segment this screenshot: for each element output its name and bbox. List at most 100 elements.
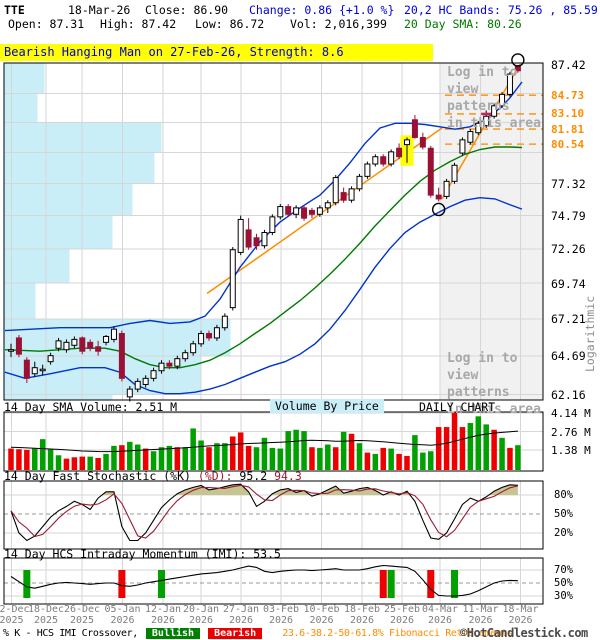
price-axis-label: 67.21: [551, 312, 586, 327]
candle-body: [221, 315, 228, 329]
year-line: 2025: [33, 615, 59, 626]
quote-close: Close: 86.90: [145, 3, 229, 17]
candle-body: [419, 136, 426, 148]
quote-volume: Vol: 2,016,399: [290, 17, 387, 31]
volume-bar: [253, 447, 260, 470]
volume-bar: [309, 447, 315, 470]
candle-body: [55, 340, 62, 349]
candle-body: [198, 333, 205, 345]
ticker-symbol: TTE: [4, 3, 25, 17]
sma20-value: 20 Day SMA: 80.26: [404, 17, 522, 31]
volume-bar: [245, 445, 252, 470]
price-axis-label: 62.16: [551, 387, 586, 402]
crossover-legend-label: % K - HCS IMI Crossover,: [3, 628, 138, 639]
candle-body: [443, 180, 450, 197]
stoch-d-line: [10, 484, 519, 539]
candle-body: [206, 333, 212, 339]
price-axis-label: 77.32: [551, 177, 586, 192]
volume-bar: [206, 447, 212, 470]
volume-by-price-bar: [4, 248, 70, 284]
volume-bar: [507, 447, 513, 470]
volume-bar: [63, 458, 70, 470]
candle-body: [285, 206, 292, 215]
volume-bar: [435, 427, 442, 470]
year-line: 2026: [349, 615, 375, 626]
date-axis-label: 10-Feb 2026: [300, 604, 344, 626]
volume-bar: [364, 452, 371, 470]
candle-body: [174, 358, 181, 367]
imi-axis-label: 30%: [554, 590, 573, 602]
year-line: 2026: [389, 615, 415, 626]
volume-bar: [24, 449, 30, 470]
login-prompt-bottom[interactable]: Log in to view patterns in this area: [447, 350, 547, 418]
volume-bar: [269, 447, 276, 470]
volume-bar: [55, 455, 62, 470]
year-line: 2026: [268, 615, 294, 626]
panel-frame: [3, 557, 544, 605]
candle-body: [411, 119, 418, 138]
volume-bar: [293, 429, 299, 470]
date-axis-label: 26-Dec 2025: [60, 604, 104, 626]
candle-body: [182, 352, 189, 360]
volume-by-price-label: Volume By Price: [270, 399, 384, 413]
candle-body: [31, 367, 38, 375]
candle-body: [324, 202, 331, 209]
stoch-title-k: 14 Day Fast Stochastic (%K): [4, 469, 198, 483]
volume-bar: [103, 453, 109, 470]
year-line: 2026: [427, 615, 453, 626]
date-line: 27-Jan: [222, 604, 260, 615]
date-axis-label: 18-Dec 2025: [24, 604, 68, 626]
date-axis-label: 18-Mar 2026: [499, 604, 543, 626]
candle-body: [348, 188, 355, 201]
volume-bar: [198, 440, 204, 470]
candle-body: [110, 328, 117, 340]
restricted-area: [440, 63, 543, 400]
price-axis-label: 81.81: [551, 122, 585, 136]
volume-bar: [79, 456, 86, 470]
price-axis-label: 69.74: [551, 276, 586, 291]
candle-body: [245, 229, 252, 248]
stoch-axis-label: 80%: [554, 488, 573, 501]
quote-change: Change: 0.86 {+1.0 %}: [249, 3, 395, 17]
imi-signal-bar: [379, 570, 387, 598]
imi-panel-title: 14 Day HCS Intraday Momentum (IMI): 53.5: [4, 547, 281, 561]
volume-bar: [317, 447, 323, 470]
candle-body: [467, 131, 474, 143]
date-line: 05-Jan: [104, 604, 141, 615]
stoch-axis-label: 50%: [554, 507, 573, 520]
volume-bar: [111, 445, 117, 470]
candle-body: [269, 216, 276, 234]
volume-by-price-bar: [4, 394, 113, 400]
volume-bar: [348, 433, 355, 470]
volume-bar: [230, 436, 236, 470]
volume-bar: [182, 447, 188, 470]
candle-body: [388, 151, 395, 165]
volume-bar: [380, 447, 386, 470]
volume-by-price-bar: [4, 122, 162, 153]
imi-signal-bar: [387, 570, 395, 598]
volume-bar: [190, 428, 196, 470]
candle-body: [301, 207, 308, 219]
volume-bar: [237, 432, 244, 470]
candle-body: [39, 368, 46, 372]
imi-signal-bar: [451, 570, 459, 598]
date-line: 12-Jan: [144, 604, 182, 615]
date-line: 18-Feb: [343, 604, 381, 615]
year-line: 2026: [150, 615, 176, 626]
fibonacci-legend-label: 23.6-38.2-50-61.8% Fibonacci Retracement…: [282, 628, 513, 639]
candle-body: [380, 156, 387, 165]
legend-footer: % K - HCS IMI Crossover, Bullish Bearish 23…: [3, 628, 513, 639]
login-prompt-top[interactable]: Log in to view patterns in this area: [447, 64, 547, 132]
date-line: 26-Dec: [63, 604, 101, 615]
candle-body: [483, 115, 490, 127]
volume-bar: [285, 431, 291, 470]
panel-frame: [3, 480, 544, 550]
candle-body: [372, 156, 379, 165]
volume-bar: [150, 451, 157, 470]
date-line: 18-Dec: [27, 604, 65, 615]
candle-body: [190, 343, 197, 354]
volume-by-price-bar: [4, 63, 45, 94]
volume-bar: [261, 437, 268, 470]
candle-body: [126, 388, 133, 398]
date-axis-label: 03-Feb 2026: [259, 604, 303, 626]
